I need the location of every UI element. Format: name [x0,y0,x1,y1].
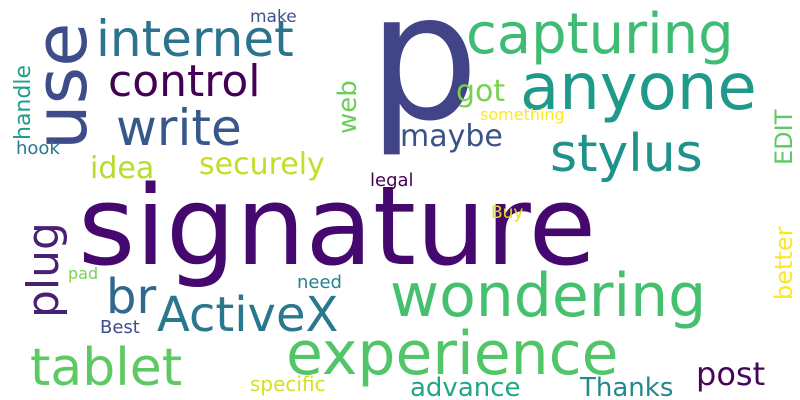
word-plug: plug [18,222,69,318]
word-p: p [368,0,479,160]
word-securely: securely [199,147,325,182]
word-legal: legal [370,170,414,191]
word-control: control [108,56,261,107]
word-edit: EDIT [770,109,798,165]
word-make: make [250,7,297,27]
word-something: something [480,105,565,124]
word-maybe: maybe [400,119,503,154]
word-best: Best [100,317,140,338]
word-advance: advance [410,373,521,400]
word-post: post [696,355,765,393]
word-thanks: Thanks [579,373,673,400]
word-activex: ActiveX [157,287,338,343]
word-signature: signature [78,162,596,290]
word-specific: specific [250,372,326,396]
word-capturing: capturing [466,2,734,67]
word-br: br [106,269,156,325]
word-idea: idea [90,151,154,186]
word-buy: Buy [491,203,524,223]
word-stylus: stylus [550,124,703,184]
word-internet: internet [96,10,294,68]
word-better: better [770,226,798,300]
word-need: need [297,272,342,293]
word-handle: handle [11,65,36,140]
word-web: web [333,80,363,134]
word-anyone: anyone [520,51,757,125]
word-hook: hook [16,138,60,159]
word-got: got [456,74,505,109]
word-experience: experience [286,319,619,389]
word-pad: pad [68,264,98,283]
word-tablet: tablet [30,338,182,398]
word-use: use [19,23,103,150]
word-wondering: wondering [390,261,706,331]
word-write: write [116,99,242,157]
